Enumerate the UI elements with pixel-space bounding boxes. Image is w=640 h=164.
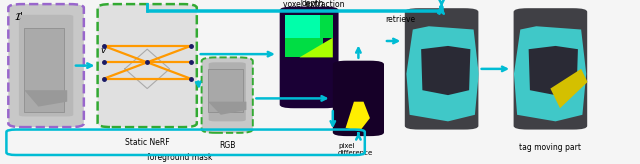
- Text: retrieve: retrieve: [385, 15, 415, 24]
- FancyBboxPatch shape: [333, 61, 384, 136]
- Text: pixel
difference: pixel difference: [338, 143, 373, 156]
- Text: foreground mask: foreground mask: [147, 153, 212, 162]
- Polygon shape: [300, 38, 333, 57]
- FancyBboxPatch shape: [202, 57, 253, 133]
- Text: $\mathcal{I}$': $\mathcal{I}$': [14, 10, 24, 22]
- Text: $v$': $v$': [100, 44, 109, 55]
- Polygon shape: [529, 46, 578, 95]
- Polygon shape: [285, 15, 333, 57]
- Polygon shape: [208, 102, 246, 115]
- FancyBboxPatch shape: [209, 62, 246, 121]
- Polygon shape: [346, 102, 370, 131]
- Text: depth: depth: [302, 0, 324, 8]
- Polygon shape: [285, 15, 320, 38]
- FancyBboxPatch shape: [404, 8, 479, 130]
- Text: Static NeRF: Static NeRF: [125, 138, 170, 147]
- Polygon shape: [421, 46, 470, 95]
- FancyBboxPatch shape: [514, 8, 588, 130]
- FancyBboxPatch shape: [8, 4, 84, 127]
- Polygon shape: [514, 26, 586, 121]
- Text: tag moving part: tag moving part: [520, 143, 581, 152]
- FancyBboxPatch shape: [19, 15, 73, 116]
- Polygon shape: [24, 28, 64, 112]
- FancyBboxPatch shape: [280, 7, 339, 108]
- Text: voxel extraction: voxel extraction: [283, 0, 344, 9]
- Polygon shape: [406, 26, 479, 121]
- Polygon shape: [208, 69, 243, 112]
- Polygon shape: [550, 69, 588, 108]
- Polygon shape: [24, 90, 67, 107]
- FancyBboxPatch shape: [98, 4, 197, 127]
- Text: RGB: RGB: [219, 142, 236, 150]
